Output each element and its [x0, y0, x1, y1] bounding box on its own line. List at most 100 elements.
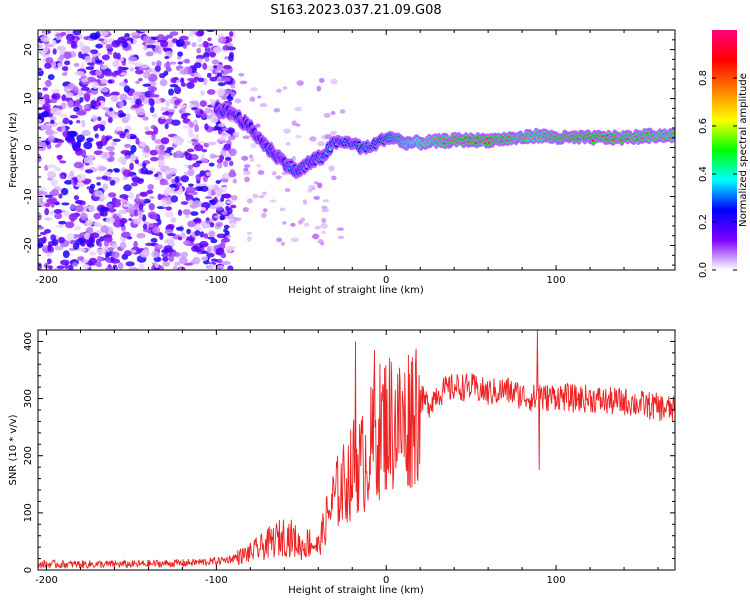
spectrogram-blob — [134, 159, 140, 165]
spectrogram-blob — [112, 214, 118, 219]
spectrogram-blob — [183, 67, 188, 75]
spectrogram-blob — [205, 65, 214, 71]
spectrogram-blob — [62, 117, 70, 125]
spectrogram-blob — [239, 80, 248, 85]
snr-y-tick-label: 100 — [23, 503, 34, 522]
spectrogram-blob — [294, 106, 302, 112]
spectrogram-blob — [178, 104, 188, 108]
spectrogram-blob — [152, 113, 158, 118]
spectrogram-blob — [168, 88, 174, 96]
spectrogram-blob — [111, 40, 121, 48]
spectrogram-blob — [74, 199, 83, 205]
spectrogram-blob — [107, 226, 114, 235]
spectrogram-blob — [209, 205, 217, 210]
spectrogram-blob — [74, 99, 81, 108]
spectrogram-blob — [126, 113, 131, 121]
spectrogram-blob — [225, 157, 232, 161]
snr-y-tick-label: 0 — [23, 567, 34, 573]
spectrogram-blob — [186, 148, 195, 153]
spectrogram-blob — [180, 77, 185, 84]
spectrogram-blob — [203, 233, 209, 239]
spectrogram-blob — [313, 195, 321, 200]
spectrogram-x-tick-label: 0 — [383, 275, 389, 286]
spectrogram-blob — [55, 108, 62, 117]
spectrogram-blob — [162, 256, 169, 262]
spectrogram-blob — [164, 201, 171, 206]
spectrogram-blob — [95, 69, 102, 76]
spectrogram-blob — [122, 203, 130, 208]
spectrogram-blob — [78, 41, 84, 50]
spectrogram-blob — [188, 133, 195, 138]
spectrogram-blob — [58, 220, 67, 225]
spectrogram-blob — [125, 131, 131, 140]
spectrogram-blob — [76, 173, 86, 182]
spectrogram-blob — [290, 237, 299, 243]
spectrogram-blob — [221, 261, 231, 265]
spectrogram-blob — [158, 265, 164, 270]
spectrogram-blob — [128, 217, 133, 222]
spectrogram-blob — [60, 113, 68, 120]
spectrogram-blob — [119, 100, 124, 108]
spectrogram-blob — [130, 32, 141, 37]
spectrogram-blob — [72, 30, 82, 36]
colorbar-tick-label: 0.0 — [698, 262, 709, 278]
spectrogram-blob — [47, 197, 58, 204]
spectrogram-blob — [144, 126, 150, 131]
spectrogram-blob — [84, 55, 92, 63]
spectrogram-blob — [128, 267, 139, 270]
spectrogram-blob — [192, 200, 202, 208]
spectrogram-blob — [107, 51, 113, 55]
spectrogram-blob — [193, 144, 204, 152]
snr-y-tick-label: 200 — [23, 446, 34, 465]
spectrogram-blob — [166, 223, 175, 230]
spectrogram-blob — [101, 106, 110, 111]
spectrogram-blob — [54, 245, 64, 251]
spectrogram-blob — [146, 39, 156, 44]
spectrogram-blob — [97, 242, 103, 247]
colorbar-gradient — [712, 30, 737, 270]
spectrogram-blob — [195, 173, 202, 181]
spectrogram-blob — [194, 124, 200, 133]
spectrogram-blob — [180, 251, 189, 258]
spectrogram-blob — [87, 178, 92, 183]
spectrogram-blob — [110, 91, 120, 96]
spectrogram-blob — [101, 175, 108, 180]
spectrogram-blob — [50, 119, 55, 124]
spectrogram-blob — [180, 82, 186, 87]
spectrogram-blob — [61, 125, 66, 132]
spectrogram-blob — [38, 197, 43, 203]
spectrogram-blob — [75, 234, 85, 239]
spectrogram-blob — [83, 93, 91, 101]
spectrogram-blob — [85, 226, 94, 234]
spectrogram-blob — [186, 81, 195, 89]
spectrogram-blob — [87, 242, 95, 248]
spectrogram-blob — [72, 242, 80, 250]
spectrogram-blob — [119, 241, 127, 250]
spectrogram-blob — [208, 230, 215, 238]
spectrogram-blob — [220, 177, 228, 183]
spectrogram-blob — [123, 184, 132, 192]
spectrogram-blob — [70, 139, 76, 145]
spectrogram-blob — [165, 34, 174, 39]
spectrogram-blob — [164, 152, 171, 159]
spectrogram-blob — [188, 199, 194, 205]
spectrogram-blob — [56, 45, 67, 52]
spectrogram-blob — [95, 43, 103, 49]
colorbar-tick-label: 0.2 — [698, 214, 709, 230]
spectrogram-blob — [283, 128, 291, 134]
spectrogram-blob — [321, 217, 327, 223]
spectrogram-blob — [45, 128, 54, 136]
spectrogram-blob — [139, 30, 150, 33]
spectrogram-blob — [68, 264, 74, 270]
spectrogram-blob — [44, 202, 51, 208]
spectrogram-blob — [44, 44, 49, 53]
spectrogram-blob — [51, 238, 59, 247]
spectrogram-blob — [45, 79, 52, 88]
spectrogram-blob — [220, 196, 225, 203]
spectrogram-blob — [67, 83, 74, 89]
spectrogram-blob — [215, 221, 224, 227]
spectrogram-blob — [119, 112, 127, 118]
spectrogram-blob — [105, 145, 115, 152]
spectrogram-blob — [258, 195, 265, 199]
spectrogram-blob — [276, 175, 281, 180]
